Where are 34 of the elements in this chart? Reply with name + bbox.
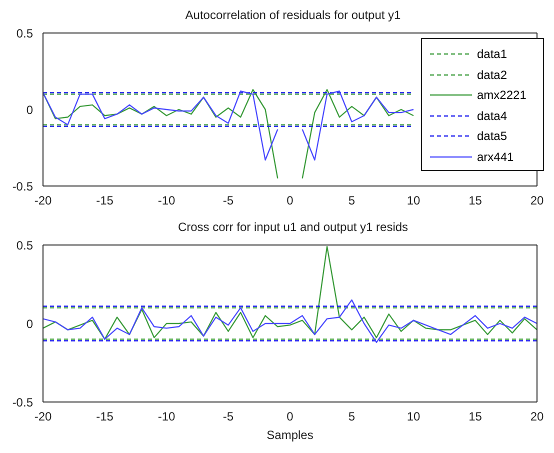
legend-label: amx2221 — [477, 88, 526, 102]
x-tick-label: -10 — [158, 410, 176, 424]
chart-title: Autocorrelation of residuals for output y1 — [184, 8, 402, 24]
x-tick-label: 15 — [468, 410, 482, 424]
y-tick-label: -0.5 — [12, 395, 34, 410]
x-axis-title: Samples — [266, 428, 314, 442]
x-tick-label: 10 — [406, 194, 420, 208]
chart-title: Cross corr for input u1 and output y1 resids — [176, 220, 410, 236]
y-tick-label: 0.5 — [16, 26, 34, 40]
x-tick-label: -5 — [222, 410, 234, 424]
y-tick-label: 0 — [26, 102, 34, 117]
x-tick-label: -15 — [96, 410, 114, 424]
x-tick-label: 10 — [406, 410, 420, 424]
x-tick-label: 5 — [348, 194, 356, 208]
x-tick-label: 20 — [530, 410, 544, 424]
legend-label: data4 — [477, 108, 508, 123]
x-tick-label: -15 — [96, 194, 114, 208]
y-tick-label: -0.5 — [12, 179, 34, 194]
x-tick-label: 0 — [286, 194, 294, 208]
legend-label: data1 — [477, 47, 508, 62]
x-tick-label: -20 — [34, 194, 52, 208]
legend-label: data2 — [477, 68, 508, 82]
line-series — [43, 299, 537, 343]
x-tick-label: 5 — [348, 410, 356, 424]
y-tick-label: 0.5 — [16, 238, 34, 252]
x-tick-label: -10 — [158, 194, 176, 208]
y-tick-label: 0 — [26, 316, 34, 331]
x-tick-label: 0 — [286, 410, 294, 424]
x-tick-label: 20 — [530, 194, 544, 208]
x-tick-label: 15 — [468, 194, 482, 208]
legend-label: arx441 — [477, 150, 514, 164]
x-tick-label: -5 — [222, 194, 234, 208]
legend-label: data5 — [477, 129, 508, 144]
x-tick-label: -20 — [34, 410, 52, 424]
